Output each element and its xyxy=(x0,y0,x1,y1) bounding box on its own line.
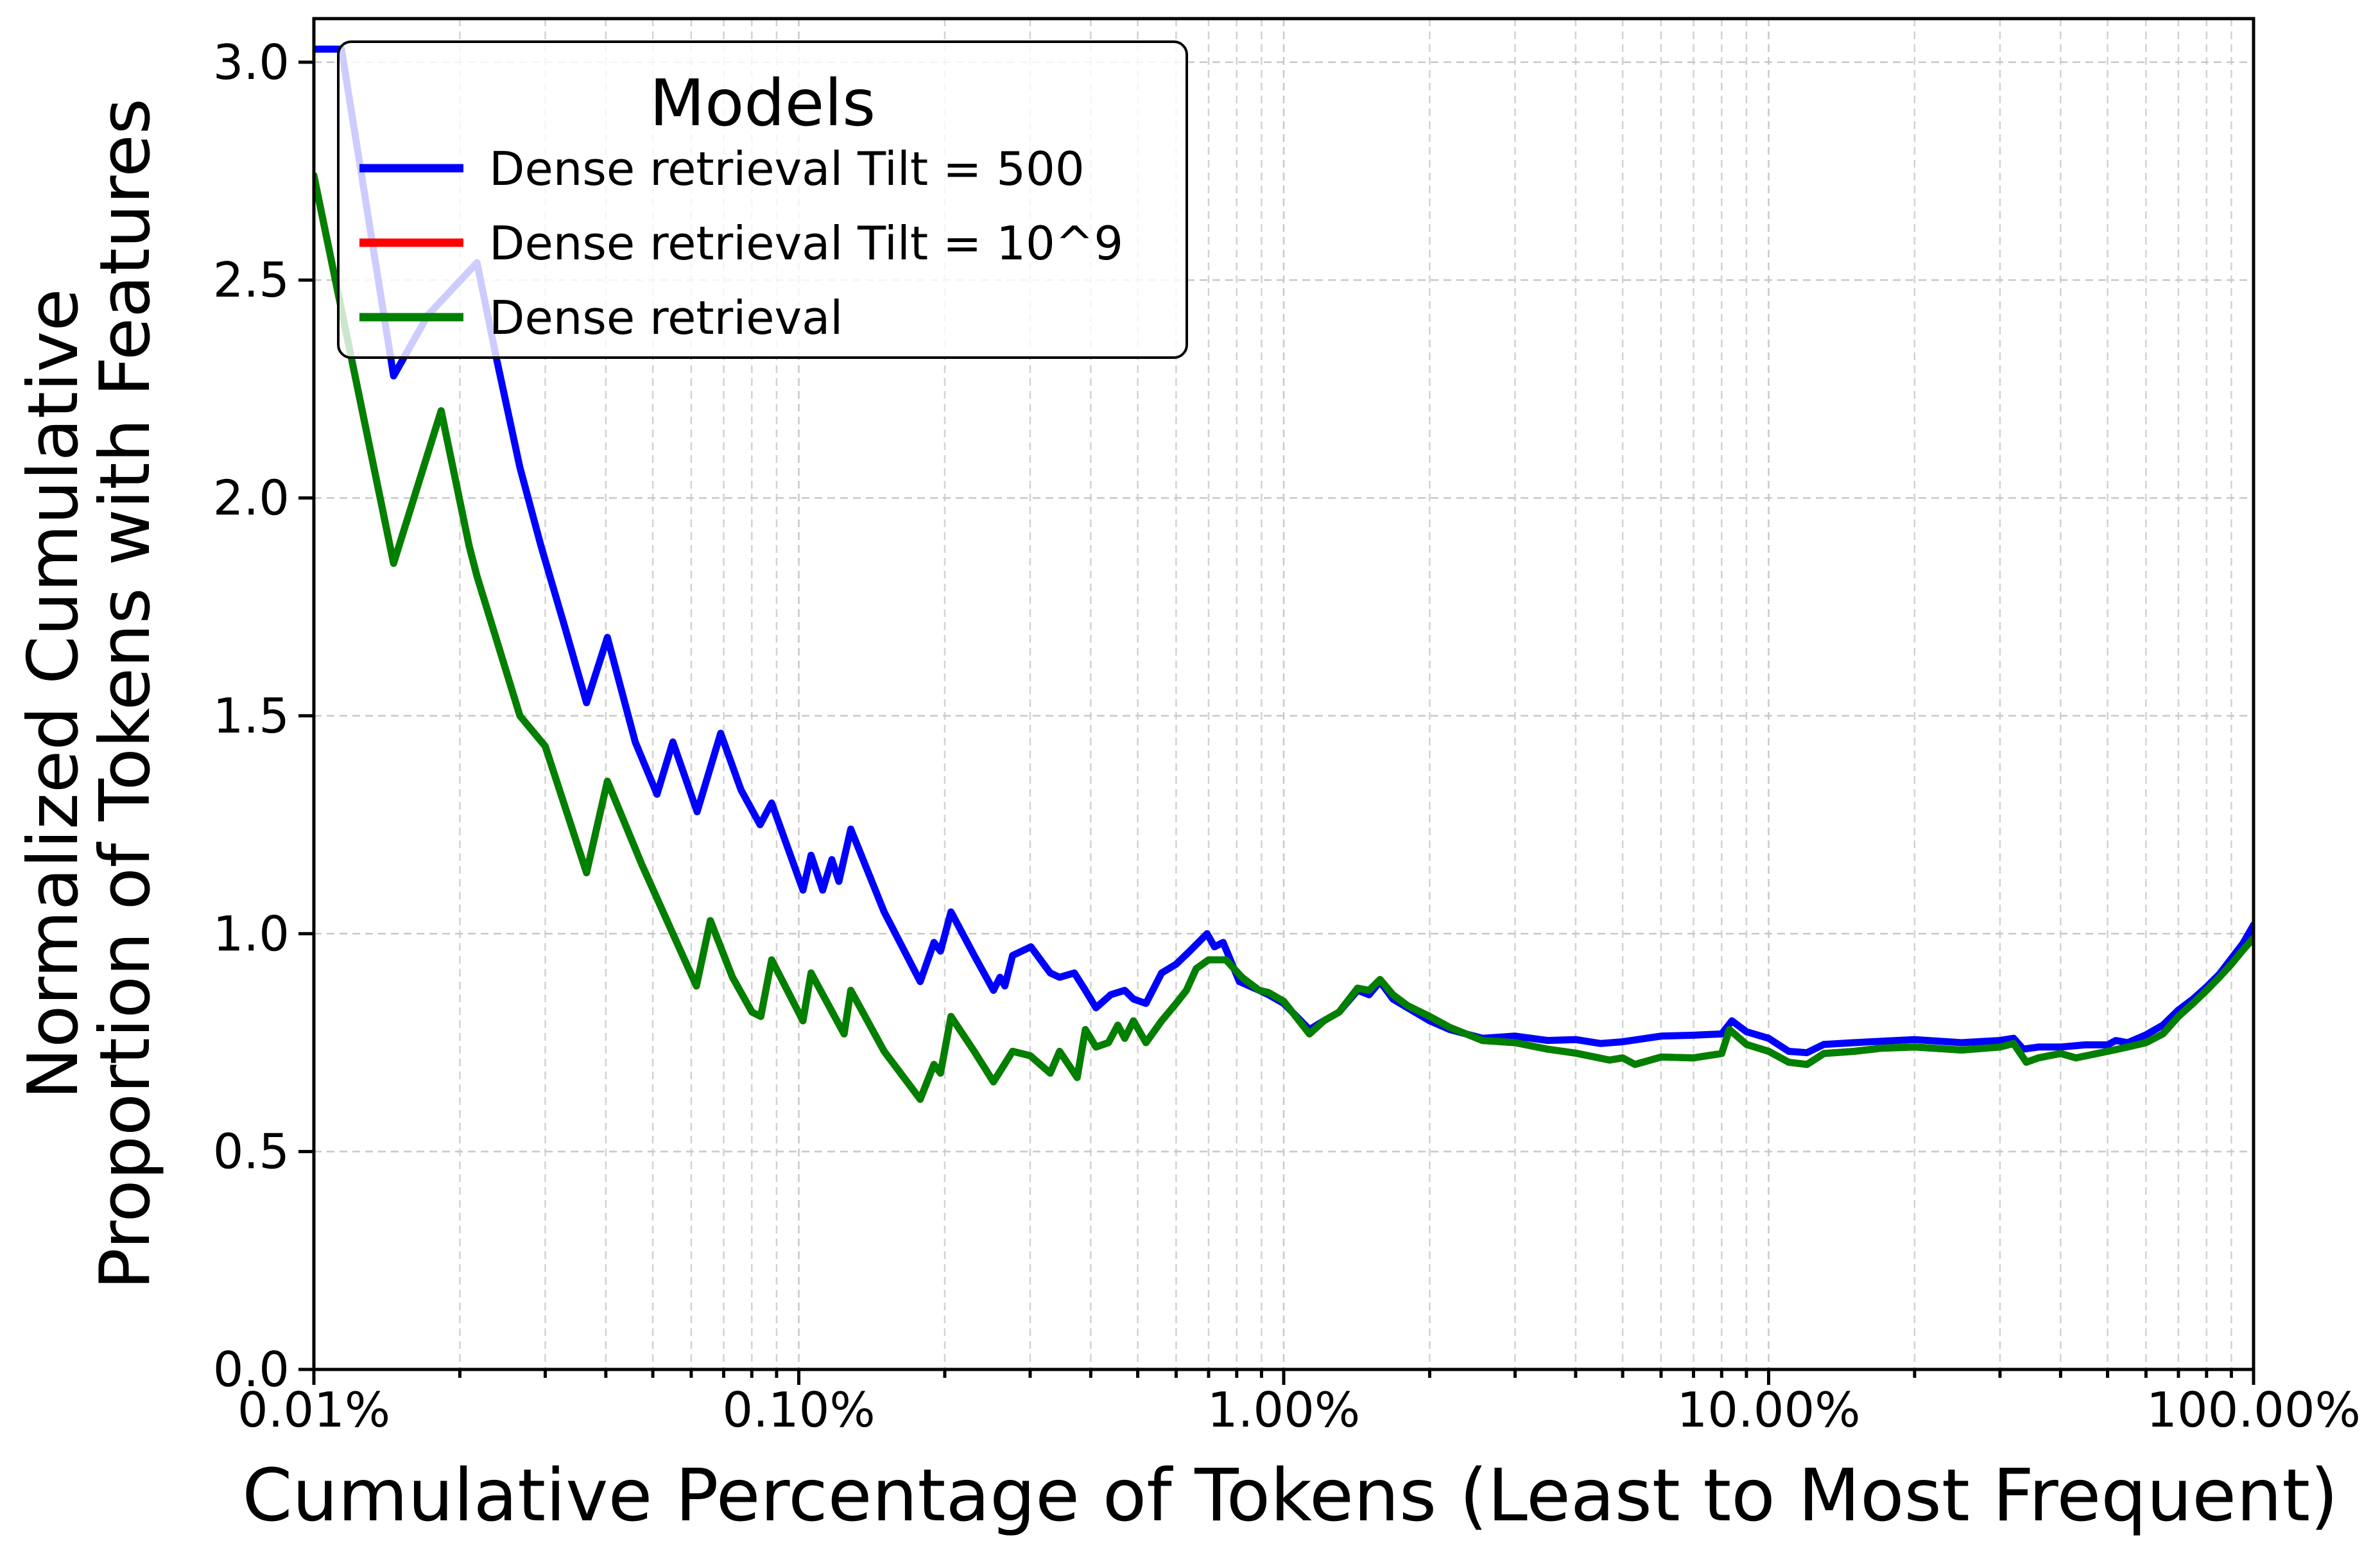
series-line-dense-retrieval xyxy=(314,171,2254,1103)
x-tick-label: 10.00% xyxy=(1677,1382,1861,1438)
y-tick-label: 0.0 xyxy=(213,1341,289,1398)
x-axis-label: Cumulative Percentage of Tokens (Least t… xyxy=(242,1454,2338,1538)
x-tick-label: 0.01% xyxy=(237,1382,390,1438)
legend-title: Models xyxy=(650,65,875,141)
y-tick-label: 0.5 xyxy=(213,1124,289,1180)
y-axis-label-line-1: Normalized Cumulative xyxy=(13,288,94,1099)
x-tick-label: 0.10% xyxy=(722,1382,875,1438)
x-tick-label: 1.00% xyxy=(1207,1382,1360,1438)
legend-entry-label: Dense retrieval Tilt = 10^9 xyxy=(489,216,1123,270)
axis-ticks: 0.01% 0.10% 1.00% 10.00% 100.00% 0.0 0.5 1.0 1.5… xyxy=(213,34,2361,1438)
legend-entry-label: Dense retrieval xyxy=(489,291,843,345)
series-lines xyxy=(314,46,2254,1103)
x-tick-label: 100.00% xyxy=(2146,1382,2361,1438)
gridlines xyxy=(314,19,2254,1369)
y-tick-label: 3.0 xyxy=(213,34,289,91)
y-tick-label: 2.5 xyxy=(213,252,289,308)
y-tick-label: 1.0 xyxy=(213,905,289,962)
legend-entry-label: Dense retrieval Tilt = 500 xyxy=(489,142,1085,196)
legend-box xyxy=(337,40,1188,359)
y-tick-label: 2.0 xyxy=(213,470,289,526)
y-tick-label: 1.5 xyxy=(213,688,289,744)
y-axis-label-line-2: Proportion of Tokens with Features xyxy=(85,98,166,1290)
